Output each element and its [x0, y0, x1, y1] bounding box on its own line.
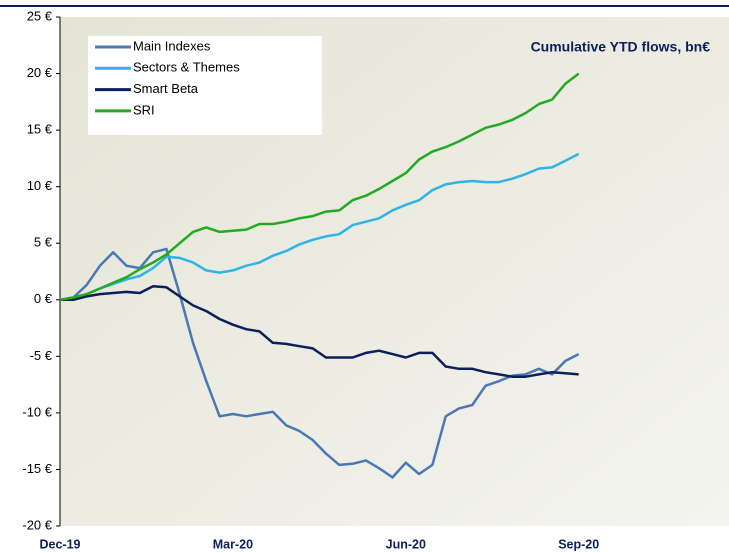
chart-title: Cumulative YTD flows, bn€ [531, 39, 711, 55]
y-tick-label: -10 € [22, 404, 52, 419]
y-tick-label: 10 € [27, 178, 53, 193]
legend-box [88, 36, 322, 135]
y-tick-label: -5 € [30, 348, 53, 363]
series-line [60, 284, 579, 378]
y-tick-label: -20 € [22, 517, 52, 532]
x-tick-label: Mar-20 [213, 537, 253, 551]
y-tick-label: 5 € [34, 235, 53, 250]
top-rule [0, 5, 729, 7]
series-line [59, 247, 580, 479]
x-tick-label: Sep-20 [558, 537, 599, 551]
x-tick-label: Dec-19 [40, 537, 81, 551]
y-tick-label: 15 € [27, 122, 53, 137]
legend-label: Smart Beta [133, 81, 199, 96]
series-line [59, 152, 580, 302]
legend-label: Sectors & Themes [133, 60, 240, 75]
y-tick-label: 0 € [34, 291, 53, 306]
legend-label: SRI [133, 102, 155, 117]
y-tick-label: -15 € [22, 461, 52, 476]
series-line [59, 72, 580, 302]
y-tick-label: 20 € [27, 65, 53, 80]
x-tick-label: Jun-20 [386, 537, 426, 551]
legend-label: Main Indexes [133, 38, 211, 53]
y-tick-label: 25 € [27, 8, 53, 23]
